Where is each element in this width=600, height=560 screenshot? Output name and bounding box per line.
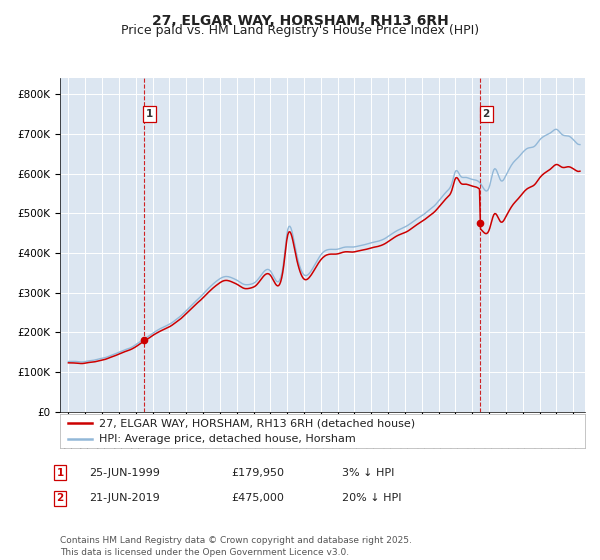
Text: Contains HM Land Registry data © Crown copyright and database right 2025.
This d: Contains HM Land Registry data © Crown c… (60, 536, 412, 557)
Text: £179,950: £179,950 (231, 468, 284, 478)
Text: 27, ELGAR WAY, HORSHAM, RH13 6RH (detached house): 27, ELGAR WAY, HORSHAM, RH13 6RH (detach… (100, 418, 415, 428)
Text: 27, ELGAR WAY, HORSHAM, RH13 6RH: 27, ELGAR WAY, HORSHAM, RH13 6RH (152, 14, 448, 28)
Text: 1: 1 (56, 468, 64, 478)
Text: 3% ↓ HPI: 3% ↓ HPI (342, 468, 394, 478)
Text: 20% ↓ HPI: 20% ↓ HPI (342, 493, 401, 503)
Text: £475,000: £475,000 (231, 493, 284, 503)
Text: Price paid vs. HM Land Registry's House Price Index (HPI): Price paid vs. HM Land Registry's House … (121, 24, 479, 37)
Text: 2: 2 (56, 493, 64, 503)
Text: 25-JUN-1999: 25-JUN-1999 (89, 468, 160, 478)
Text: 2: 2 (482, 109, 490, 119)
Text: HPI: Average price, detached house, Horsham: HPI: Average price, detached house, Hors… (100, 434, 356, 444)
Text: 1: 1 (146, 109, 154, 119)
Text: 21-JUN-2019: 21-JUN-2019 (89, 493, 160, 503)
